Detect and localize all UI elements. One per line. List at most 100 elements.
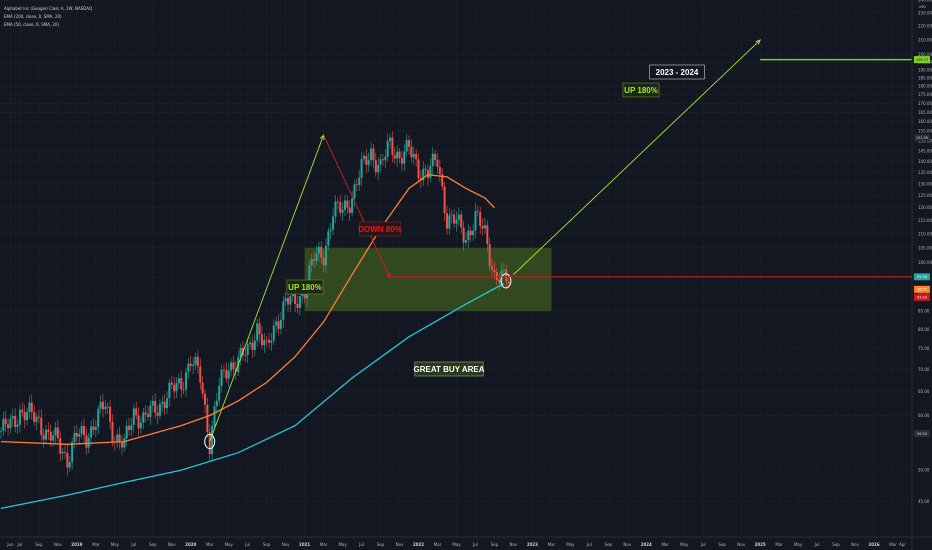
y-tick-label: 240.00 <box>918 0 932 3</box>
y-tick-label: 200.00 <box>918 52 932 57</box>
candle-body <box>315 253 318 261</box>
candle-body <box>360 159 363 178</box>
y-tick-label: 170.00 <box>918 101 932 106</box>
candle-body <box>381 159 384 161</box>
candle-body <box>68 462 71 468</box>
x-tick-label: May <box>680 542 689 547</box>
candle-body <box>351 198 354 213</box>
x-tick-label: Sep <box>377 542 385 547</box>
x-tick-label: Mar <box>92 542 100 547</box>
candle-body <box>14 415 17 427</box>
candle-body <box>460 214 463 228</box>
x-tick-label: 2025 <box>755 542 766 547</box>
candle-body <box>339 202 342 213</box>
candle-body <box>491 266 494 270</box>
candle-body <box>389 137 392 142</box>
x-tick-label: Mar <box>775 542 783 547</box>
ema50-price-tag-bg <box>914 285 930 293</box>
candle-body <box>54 427 57 436</box>
legend-ema200-line[interactable]: EMA (200, close, 0, SMA, 20) <box>4 14 62 19</box>
candle-body <box>135 408 138 416</box>
high-price-tag: 151.55 <box>916 136 928 140</box>
y-tick-label: 110.00 <box>918 231 932 236</box>
candle-body <box>71 441 74 463</box>
x-tick-label: Sep <box>149 542 157 547</box>
candle-body <box>61 451 64 454</box>
x-tick-label: Jul <box>358 542 364 547</box>
buy-zone-layer <box>304 247 552 312</box>
y-tick-label: 100.00 <box>918 260 932 265</box>
x-tick-label: Mar <box>661 542 669 547</box>
candle-body <box>225 370 228 379</box>
candle-body <box>239 348 242 358</box>
target-period-label-box <box>649 64 705 80</box>
candle-body <box>253 340 256 351</box>
candle-body <box>82 425 85 436</box>
candle-body <box>396 151 399 159</box>
candle-body <box>284 297 287 302</box>
x-tick-label: 2020 <box>185 542 196 547</box>
y-tick-label: 105.00 <box>918 245 932 250</box>
x-tick-label: Jul <box>130 542 136 547</box>
candle-body <box>185 372 188 390</box>
y-tick-label: 175.00 <box>918 92 932 97</box>
legend-ema50-line[interactable]: EMA (50, close, 0, SMA, 20) <box>4 22 60 27</box>
up-first-label-box <box>286 279 324 295</box>
candle-body <box>201 382 204 394</box>
candle-body <box>251 342 254 351</box>
candle-body <box>327 231 330 246</box>
candle-body <box>393 155 396 159</box>
candle-body <box>101 401 104 410</box>
candle-body <box>391 137 394 156</box>
candle-body <box>246 344 249 355</box>
y-tick-label: 85.00 <box>918 309 930 314</box>
candle-body <box>194 356 197 365</box>
legend-symbol-line[interactable]: Alphabet Inc (Google) Class A, 1W, NASDA… <box>4 6 93 11</box>
x-tick-label: 2026 <box>868 542 879 547</box>
x-tick-label: Jul <box>586 542 592 547</box>
candle-body <box>481 225 484 229</box>
candle-body <box>336 201 339 203</box>
down-label: DOWN 80% <box>358 225 402 234</box>
x-tick-label: Sep <box>491 542 499 547</box>
candle-body <box>483 225 486 229</box>
x-tick-label: Sep <box>832 542 840 547</box>
candle-body <box>308 265 311 287</box>
current-price-tag-bg <box>914 273 930 281</box>
candle-body <box>457 214 460 220</box>
candle-body <box>358 177 361 185</box>
candle-body <box>379 159 382 165</box>
candle-body <box>329 229 332 232</box>
candle-body <box>173 384 176 392</box>
candle-body <box>125 425 128 439</box>
up-target-label-box <box>622 82 660 98</box>
y-tick-label: 50.00 <box>918 468 930 473</box>
candle-body <box>384 156 387 161</box>
candle-body <box>479 212 482 226</box>
y-tick-label: 70.00 <box>918 367 930 372</box>
candle-body <box>353 184 356 199</box>
y-tick-label: 125.00 <box>918 193 932 198</box>
candle-body <box>498 280 501 283</box>
target-price-tag-bg <box>914 56 930 64</box>
candle-body <box>147 414 150 418</box>
candle-body <box>448 215 451 229</box>
candle-body <box>445 213 448 229</box>
candle-body <box>222 369 225 371</box>
candle-body <box>94 426 97 431</box>
y-tick-label: 135.00 <box>918 170 932 175</box>
candle-body <box>362 155 365 160</box>
candle-body <box>265 339 268 341</box>
candle-body <box>332 216 335 230</box>
low-price-tag-bg <box>914 429 930 437</box>
candle-body <box>208 432 211 455</box>
candle-body <box>161 401 164 404</box>
candle-body <box>49 432 52 441</box>
ema200-price-tag: 93.20 <box>917 296 927 300</box>
candle-body <box>87 437 90 448</box>
y-tick-label: 140.00 <box>918 159 932 164</box>
x-tick-label: Nov <box>282 542 290 547</box>
candle-body <box>472 230 475 236</box>
